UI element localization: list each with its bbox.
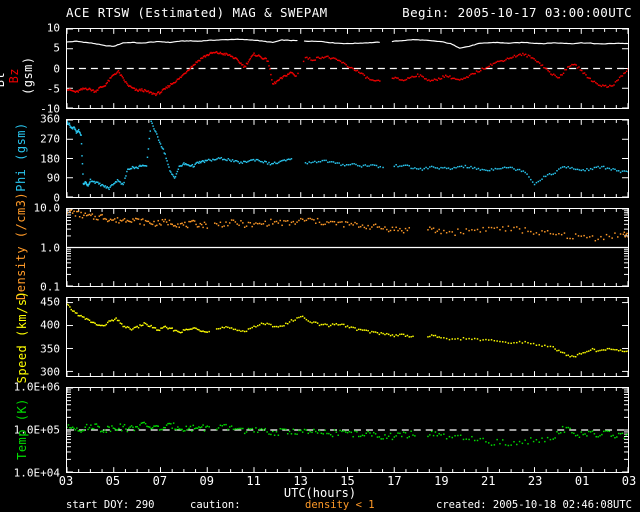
ytick-label: 350: [40, 342, 60, 356]
xaxis-ticks: 03 05 07 09 11 13 15 17 19 21 23 01 03: [59, 474, 636, 488]
panel-bt-bz: [66, 28, 629, 109]
panel-speed: [66, 297, 629, 377]
ytick-label: 0: [53, 191, 60, 205]
ytick-label: 1.0: [40, 241, 60, 254]
xtick-label: 11: [246, 474, 261, 488]
xtick-label: 15: [340, 474, 355, 488]
yaxis-speed: 450 400 350 300: [0, 295, 64, 379]
xtick-label: 07: [152, 474, 168, 488]
footer-caution-value: density < 1: [305, 499, 375, 511]
page-title: ACE RTSW (Estimated) MAG & SWEPAM: [66, 5, 328, 20]
footer-caution-label: caution:: [190, 499, 241, 511]
ytick-label: 1.0E+05: [13, 423, 60, 437]
xtick-label: 17: [387, 474, 402, 488]
yaxis-bt-bz: 10 5 0 -5 -10: [0, 23, 64, 115]
xtick-label: 03: [58, 474, 74, 488]
ytick-label: 360: [40, 112, 60, 126]
xtick-label: 19: [434, 474, 449, 488]
ytick-label: 180: [40, 152, 60, 165]
xtick-label: 05: [105, 474, 121, 488]
xaxis-label: UTC(hours): [283, 486, 357, 500]
panel-temp: [66, 387, 629, 473]
ytick-label: 0.1: [40, 280, 60, 294]
ytick-label: 5: [53, 41, 60, 55]
xtick-label: 01: [574, 474, 590, 488]
axis-title-temp: Temp (K): [15, 398, 29, 460]
begin-timestamp: Begin: 2005-10-17 03:00:00UTC: [402, 5, 632, 20]
ytick-label: 400: [40, 318, 60, 332]
axis-title-speed: Speed (km/s): [15, 290, 29, 384]
ytick-label: 270: [40, 132, 60, 146]
panel-density: [66, 208, 629, 287]
xtick-label: 09: [199, 474, 214, 488]
ytick-label: 10.0: [33, 201, 61, 215]
axis-title-bz: Bz: [7, 67, 21, 92]
yaxis-phi: 360 270 180 90 0: [0, 114, 64, 204]
ytick-label: 0: [53, 62, 60, 75]
ytick-label: 1.0E+04: [13, 466, 60, 480]
axis-title-bt: Bt: [0, 71, 7, 88]
footer-start-doy: start DOY: 290: [66, 499, 155, 511]
footer-created: created: 2005-10-18 02:46:08UTC: [436, 499, 632, 511]
ytick-label: -10: [40, 102, 60, 116]
panel-phi: [66, 119, 629, 198]
xtick-label: 13: [293, 474, 308, 488]
ytick-label: 90: [46, 171, 60, 185]
axis-title-density: Density (/cm3): [14, 191, 28, 300]
xtick-label: 23: [527, 474, 543, 488]
plot-area-density: [67, 209, 628, 286]
yaxis-temp: 1.0E+06 1.0E+05 1.0E+04: [0, 382, 64, 479]
xtick-label: 03: [621, 474, 637, 488]
yaxis-density: 10.0 1.0 0.1: [0, 203, 64, 293]
plot-area-bt-bz: [67, 29, 628, 108]
plot-area-temp: [67, 388, 628, 472]
ytick-label: 300: [40, 365, 60, 379]
plot-area-speed: [67, 298, 628, 376]
plot-area-phi: [67, 120, 628, 197]
ytick-label: 1.0E+06: [13, 380, 60, 394]
axis-title-phi: Phi (gsm): [14, 122, 28, 192]
ytick-label: -5: [46, 82, 60, 96]
xtick-label: 21: [481, 474, 496, 488]
ytick-label: 450: [40, 295, 60, 309]
axis-title-gsm: (gsm): [21, 56, 35, 103]
ytick-label: 10: [46, 21, 60, 35]
